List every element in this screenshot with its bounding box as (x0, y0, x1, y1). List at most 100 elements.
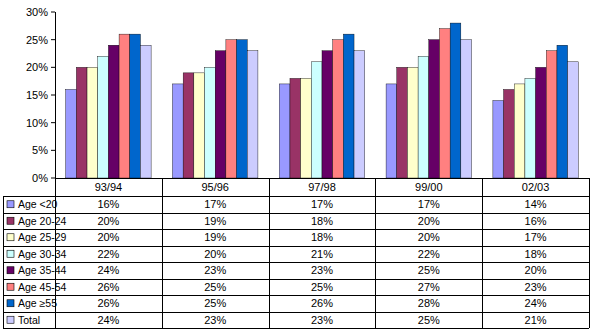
table-value: 17% (311, 198, 333, 210)
table-value: 25% (311, 281, 333, 293)
table-value: 23% (204, 264, 226, 276)
table-line (162, 178, 163, 328)
legend-swatch (7, 234, 14, 241)
bar (514, 84, 525, 178)
bar (557, 45, 568, 178)
y-tick-label: 20% (26, 61, 48, 73)
table-line (3, 312, 589, 313)
y-tick (51, 67, 55, 68)
bar (546, 51, 557, 178)
table-value: 24% (97, 264, 119, 276)
bar (397, 67, 408, 178)
bar (407, 67, 418, 178)
table-line (269, 178, 270, 328)
bar (439, 29, 450, 178)
legend-label: Age 30-34 (18, 248, 67, 260)
legend-label: Age 45-54 (18, 281, 67, 293)
bar (237, 40, 248, 178)
y-tick-label: 25% (26, 34, 48, 46)
table-value: 17% (204, 198, 226, 210)
bar (205, 67, 216, 178)
table-value: 24% (97, 314, 119, 326)
bar (98, 56, 109, 178)
table-value: 23% (204, 314, 226, 326)
bar (76, 67, 87, 178)
bar (140, 45, 151, 178)
table-value: 19% (204, 231, 226, 243)
table-value: 19% (204, 215, 226, 227)
y-tick-label: 0% (32, 172, 48, 184)
bar (226, 40, 237, 178)
legend-swatch (7, 300, 14, 307)
legend-label: Age 20-24 (18, 215, 67, 227)
bar (301, 78, 312, 178)
legend-swatch (7, 267, 14, 274)
legend-label: Age 25-29 (18, 231, 67, 243)
bar (343, 34, 354, 178)
table-value: 14% (525, 198, 547, 210)
category-label: 93/94 (95, 181, 123, 193)
y-tick (51, 95, 55, 96)
bar (429, 40, 440, 178)
table-value: 24% (525, 297, 547, 309)
table-value: 26% (311, 297, 333, 309)
legend-swatch (7, 201, 14, 208)
table-value: 17% (525, 231, 547, 243)
table-value: 21% (525, 314, 547, 326)
bar (194, 73, 205, 178)
bar (386, 84, 397, 178)
table-value: 21% (311, 248, 333, 260)
table-value: 20% (97, 215, 119, 227)
bar (461, 40, 472, 178)
category-label: 95/96 (201, 181, 229, 193)
table-value: 20% (418, 231, 440, 243)
category-label: 02/03 (522, 181, 550, 193)
legend-swatch (7, 283, 14, 290)
table-value: 23% (311, 264, 333, 276)
bar (130, 34, 141, 178)
table-value: 16% (97, 198, 119, 210)
bar (354, 51, 365, 178)
bars (66, 23, 579, 178)
y-tick-label: 10% (26, 117, 48, 129)
bar (504, 89, 515, 178)
table-value: 27% (418, 281, 440, 293)
table-value: 23% (525, 281, 547, 293)
y-tick (51, 12, 55, 13)
bar (311, 62, 322, 178)
table-value: 20% (525, 264, 547, 276)
table-line (3, 196, 589, 197)
table-line (55, 178, 589, 179)
bar (119, 34, 130, 178)
table-line (3, 213, 589, 214)
table-value: 20% (418, 215, 440, 227)
category-label: 97/98 (308, 181, 336, 193)
y-tick (51, 122, 55, 123)
bar (493, 101, 504, 178)
table-line (375, 178, 376, 328)
bar (279, 84, 290, 178)
y-tick (51, 39, 55, 40)
y-tick-label: 30% (26, 6, 48, 18)
bar (525, 78, 536, 178)
table-value: 18% (311, 215, 333, 227)
table-line (589, 178, 590, 328)
table-line (3, 295, 589, 296)
table-line (3, 328, 589, 329)
table-value: 22% (97, 248, 119, 260)
table-value: 25% (204, 281, 226, 293)
bar (87, 67, 98, 178)
table-value: 18% (525, 248, 547, 260)
bar (418, 56, 429, 178)
bar (333, 40, 344, 178)
chart: 0%5%10%15%20%25%30%93/9495/9697/9899/000… (0, 0, 590, 332)
table-value: 25% (204, 297, 226, 309)
table-line (482, 178, 483, 328)
y-tick (51, 150, 55, 151)
table-value: 28% (418, 297, 440, 309)
bar (450, 23, 461, 178)
table-value: 26% (97, 297, 119, 309)
bar (215, 51, 226, 178)
table-line (3, 279, 589, 280)
table-line (3, 246, 589, 247)
